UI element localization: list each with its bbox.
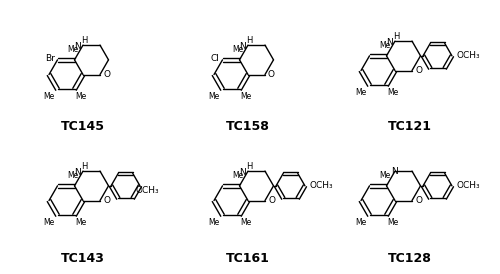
- Text: H: H: [393, 32, 399, 41]
- Text: Me: Me: [388, 88, 399, 97]
- Text: Me: Me: [379, 41, 390, 50]
- Text: Me: Me: [232, 45, 243, 54]
- Text: N: N: [392, 167, 398, 176]
- Text: TC128: TC128: [388, 252, 432, 265]
- Text: Me: Me: [67, 45, 78, 54]
- Text: N: N: [74, 168, 81, 177]
- Text: Cl: Cl: [210, 54, 220, 63]
- Text: Me: Me: [44, 92, 54, 101]
- Text: Me: Me: [208, 92, 220, 101]
- Text: Me: Me: [208, 218, 220, 227]
- Text: O: O: [268, 196, 275, 205]
- Text: Me: Me: [388, 218, 399, 227]
- Text: TC161: TC161: [226, 252, 270, 265]
- Text: N: N: [239, 168, 246, 177]
- Text: N: N: [240, 42, 246, 51]
- Text: TC143: TC143: [61, 252, 105, 265]
- Text: H: H: [246, 162, 252, 171]
- Text: Me: Me: [67, 171, 78, 180]
- Text: Me: Me: [240, 92, 252, 101]
- Text: OCH₃: OCH₃: [310, 181, 334, 190]
- Text: Me: Me: [355, 88, 366, 97]
- Text: OCH₃: OCH₃: [457, 51, 480, 60]
- Text: Me: Me: [240, 218, 252, 227]
- Text: H: H: [246, 36, 252, 45]
- Text: Me: Me: [379, 171, 390, 180]
- Text: OCH₃: OCH₃: [457, 181, 480, 190]
- Text: TC121: TC121: [388, 120, 432, 133]
- Text: O: O: [415, 196, 422, 205]
- Text: O: O: [268, 70, 275, 79]
- Text: Me: Me: [44, 218, 54, 227]
- Text: O: O: [103, 70, 110, 79]
- Text: N: N: [74, 42, 81, 51]
- Text: H: H: [81, 162, 87, 171]
- Text: H: H: [81, 36, 87, 45]
- Text: Me: Me: [355, 218, 366, 227]
- Text: Me: Me: [232, 171, 243, 180]
- Text: TC145: TC145: [61, 120, 105, 133]
- Text: Me: Me: [76, 218, 87, 227]
- Text: Me: Me: [76, 92, 87, 101]
- Text: N: N: [386, 38, 393, 47]
- Text: O: O: [415, 66, 422, 75]
- Text: OCH₃: OCH₃: [136, 186, 160, 195]
- Text: TC158: TC158: [226, 120, 270, 133]
- Text: O: O: [103, 196, 110, 205]
- Text: Br: Br: [44, 54, 54, 63]
